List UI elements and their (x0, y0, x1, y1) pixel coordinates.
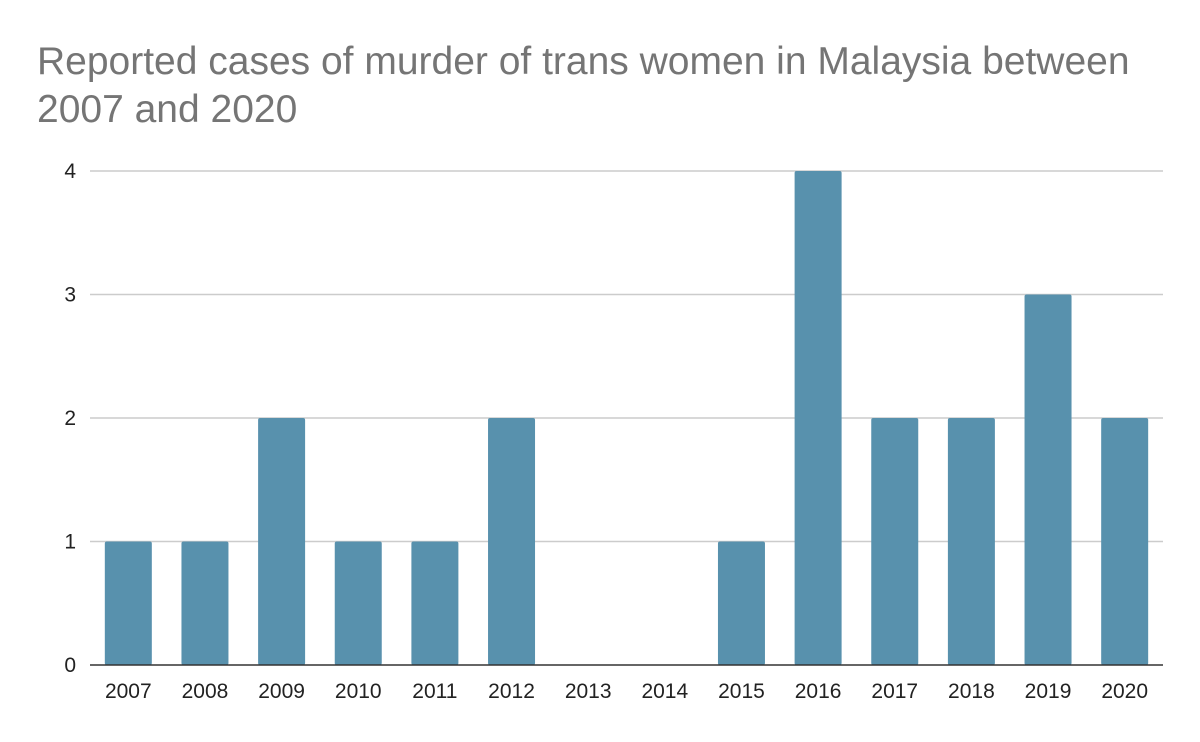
chart-title: Reported cases of murder of trans women … (37, 40, 1130, 131)
x-tick-label: 2016 (795, 680, 842, 703)
bar-2015 (717, 541, 765, 665)
y-axis-ticks: 0 1 2 3 4 (64, 160, 76, 677)
bars (104, 171, 1149, 665)
bar-2008 (181, 541, 229, 665)
x-tick-label: 2014 (641, 680, 688, 703)
x-tick-label: 2015 (718, 680, 765, 703)
y-tick-label: 2 (64, 407, 76, 430)
y-tick-label: 3 (64, 284, 76, 307)
y-tick-label: 0 (64, 654, 76, 677)
gridlines (90, 170, 1163, 543)
bar-2017 (871, 418, 919, 665)
bar-2020 (1101, 418, 1149, 665)
bar-2010 (334, 541, 382, 665)
x-tick-label: 2013 (565, 680, 612, 703)
x-tick-label: 2008 (182, 680, 229, 703)
bar-2019 (1024, 294, 1072, 665)
bar-2016 (794, 171, 842, 665)
bar-2007 (104, 541, 152, 665)
x-tick-label: 2019 (1025, 680, 1072, 703)
bar-2018 (947, 418, 995, 665)
x-axis-ticks: 2007 2008 2009 2010 2011 2012 2013 2014 2015 2016… (105, 680, 1148, 703)
x-tick-label: 2010 (335, 680, 382, 703)
x-tick-label: 2011 (412, 680, 457, 703)
x-tick-label: 2012 (488, 680, 535, 703)
x-tick-label: 2007 (105, 680, 152, 703)
x-tick-label: 2009 (258, 680, 305, 703)
x-tick-label: 2020 (1101, 680, 1148, 703)
y-tick-label: 4 (64, 160, 76, 183)
bar-2009 (258, 418, 306, 665)
bar-2011 (411, 541, 459, 665)
x-tick-label: 2017 (871, 680, 918, 703)
bar-2012 (488, 418, 536, 665)
x-tick-label: 2018 (948, 680, 995, 703)
y-tick-label: 1 (64, 531, 76, 554)
